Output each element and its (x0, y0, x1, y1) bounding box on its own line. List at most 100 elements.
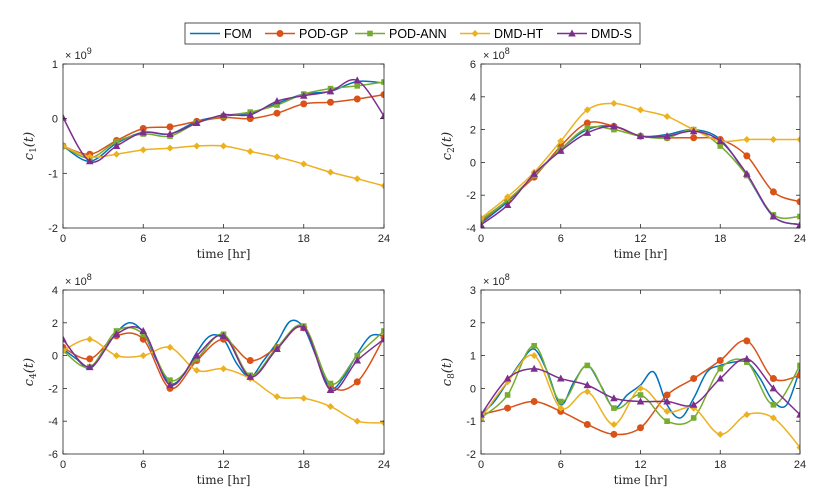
x-tick-label: 6 (558, 233, 564, 245)
legend-item-pod-gp: POD-GP (265, 27, 348, 41)
legend-label: DMD-S (591, 27, 632, 41)
data-point-dmd-s (326, 87, 335, 95)
data-point-dmd-ht (743, 411, 751, 419)
y-tick-label: -1 (466, 416, 476, 428)
data-point-dmd-s (796, 220, 800, 228)
data-point-dmd-s (663, 397, 671, 405)
data-point-dmd-ht (166, 343, 174, 351)
data-point-pod-ann (140, 331, 147, 338)
plot-area (481, 64, 800, 228)
legend-label: DMD-HT (494, 27, 544, 41)
x-axis-label: time [hr] (197, 247, 251, 261)
data-point-dmd-ht (769, 135, 777, 143)
data-point-pod-gp (796, 371, 800, 379)
data-point-pod-gp (743, 152, 751, 160)
data-point-dmd-ht (583, 106, 591, 114)
data-point-dmd-s (139, 128, 148, 136)
data-point-pod-gp (690, 375, 698, 383)
y-tick-label: 1 (52, 59, 58, 71)
data-point-dmd-s (112, 330, 121, 338)
data-point-dmd-ht (139, 352, 147, 360)
data-point-dmd-ht (220, 142, 227, 150)
data-point-pod-ann (504, 392, 511, 398)
data-point-dmd-ht (663, 407, 671, 415)
x-tick-label: 12 (634, 459, 646, 471)
data-point-dmd-s (503, 374, 512, 382)
data-point-dmd-s (481, 220, 485, 228)
data-point-pod-gp (166, 123, 174, 131)
data-point-dmd-s (299, 91, 308, 99)
data-point-dmd-ht (300, 160, 308, 168)
data-point-dmd-s (219, 331, 228, 339)
data-point-pod-gp (796, 198, 800, 206)
data-point-pod-ann (611, 405, 617, 411)
data-point-dmd-ht (637, 384, 644, 392)
data-point-dmd-s (246, 110, 255, 118)
y-tick-label: 1 (470, 351, 476, 363)
data-point-pod-ann (113, 138, 120, 145)
data-point-pod-gp (690, 134, 698, 142)
data-point-dmd-s (273, 345, 281, 353)
data-point-pod-gp (610, 430, 618, 438)
data-point-dmd-ht (273, 153, 281, 161)
data-point-dmd-s (769, 384, 778, 392)
data-point-dmd-ht (380, 182, 384, 190)
data-point-dmd-ht (610, 99, 618, 107)
data-point-dmd-ht (583, 388, 591, 396)
x-tick-label: 24 (794, 233, 806, 245)
data-point-pod-gp (380, 91, 384, 99)
x-axis-label: time [hr] (197, 473, 251, 487)
data-point-dmd-s (610, 394, 618, 402)
data-point-dmd-ht (796, 135, 800, 143)
legend-item-dmd-ht: DMD-HT (460, 27, 544, 41)
data-point-pod-ann (584, 362, 591, 369)
data-point-dmd-ht (166, 144, 174, 152)
data-point-pod-ann (557, 398, 564, 405)
data-point-pod-ann (354, 352, 361, 359)
y-tick-label: -1 (48, 168, 58, 180)
data-point-dmd-s (503, 201, 512, 209)
data-point-dmd-s (610, 122, 618, 130)
x-tick-label: 6 (140, 233, 146, 245)
legend-label: POD-GP (299, 27, 348, 41)
data-point-dmd-ht (796, 443, 800, 451)
y-axis-label: c2(t) (440, 132, 457, 160)
data-point-dmd-s (326, 386, 335, 394)
x-tick-label: 12 (634, 233, 646, 245)
data-point-dmd-s (63, 335, 67, 343)
y-tick-label: 0 (52, 114, 58, 126)
data-point-dmd-s (556, 374, 565, 382)
data-point-pod-ann (381, 328, 384, 334)
data-point-dmd-s (380, 335, 384, 343)
data-point-dmd-s (743, 354, 751, 362)
data-point-dmd-ht (113, 150, 120, 158)
data-point-pod-gp (327, 98, 334, 106)
data-point-dmd-s (192, 351, 201, 359)
data-point-dmd-s (530, 169, 538, 177)
data-point-dmd-ht (246, 147, 254, 155)
x-axis-label: time [hr] (614, 247, 668, 261)
data-point-dmd-s (636, 132, 645, 140)
data-point-dmd-s (85, 363, 94, 371)
data-point-dmd-ht (86, 335, 94, 343)
data-point-dmd-ht (300, 394, 308, 402)
data-point-dmd-s (481, 410, 485, 418)
data-point-dmd-s (716, 137, 725, 145)
x-tick-label: 24 (378, 459, 390, 471)
data-point-dmd-ht (743, 135, 751, 143)
x-axis-label: time [hr] (614, 473, 668, 487)
data-point-pod-ann (327, 380, 334, 387)
data-point-pod-ann (193, 356, 200, 362)
data-point-pod-gp (300, 100, 308, 108)
x-tick-label: 0 (60, 459, 66, 471)
legend-marker (276, 30, 284, 37)
x-tick-label: 12 (217, 233, 229, 245)
y-tick-label: -2 (466, 449, 476, 461)
data-point-dmd-ht (220, 365, 227, 373)
x-tick-label: 0 (60, 233, 66, 245)
data-point-pod-ann (717, 365, 724, 372)
data-point-dmd-s (716, 374, 725, 382)
data-point-pod-gp (353, 95, 361, 103)
